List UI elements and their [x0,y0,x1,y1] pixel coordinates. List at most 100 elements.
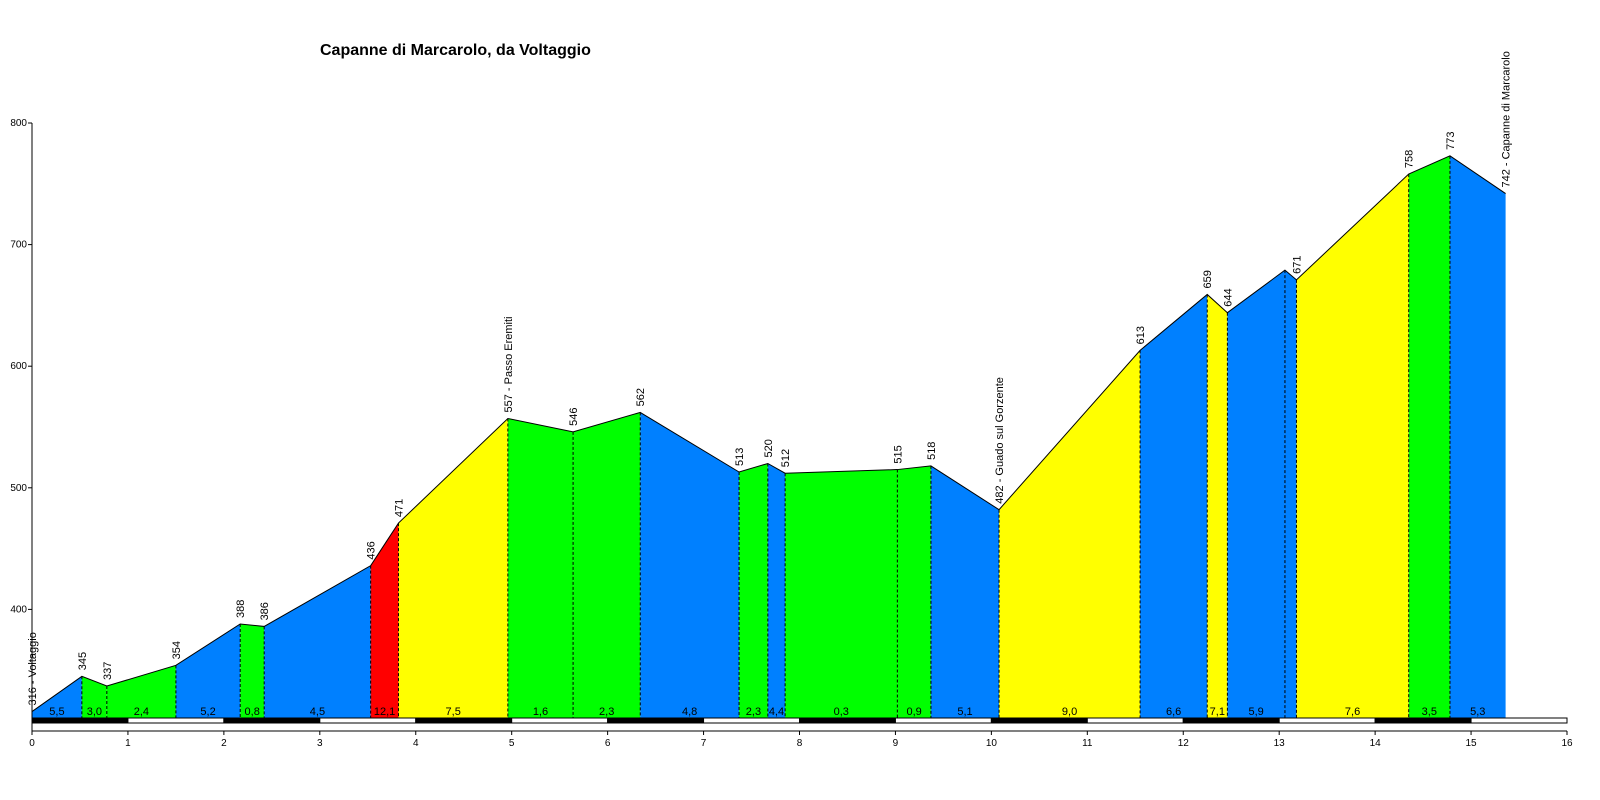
x-tick-label: 10 [986,738,998,749]
gradient-label: 9,0 [1062,706,1077,718]
x-tick-label: 4 [413,738,419,749]
segment-area [106,665,176,718]
x-tick-label: 2 [221,738,227,749]
gradient-label: 5,2 [200,706,215,718]
x-tick-label: 5 [509,738,515,749]
scale-bar-cell [990,717,1088,724]
segment-area [240,623,265,718]
elevation-labels: 316 - Voltaggio 345 337 354 388 386 436 471 557 … [27,51,1513,705]
segment-area [1140,294,1208,718]
elevation-label: 386 [259,602,271,620]
gradient-label: 5,9 [1249,706,1264,718]
x-tick-label: 6 [605,738,611,749]
scale-bar-cell [1374,717,1472,724]
y-tick-label: 600 [10,361,27,372]
scale-bar-cell [1086,717,1184,724]
elevation-label: 513 [734,448,746,466]
x-tick-label: 1 [125,738,131,749]
gradient-label: 5,3 [1470,706,1485,718]
gradient-label: 0,8 [245,706,260,718]
elevation-label: 482 - Guado sul Gorzente [994,377,1006,504]
segment-area [767,463,786,718]
segment-area [507,418,574,718]
segment-area [1449,155,1506,718]
segment-areas [32,155,1506,718]
segment-area [1207,294,1228,718]
elevation-label: 613 [1135,326,1147,344]
elevation-label: 512 [780,449,792,467]
segment-area [1227,270,1285,718]
gradient-label: 6,6 [1166,706,1181,718]
x-tick-label: 9 [893,738,899,749]
elevation-label: 742 - Capanne di Marcarolo [1501,51,1513,187]
segment-area [81,676,107,718]
scale-bar-cell [703,717,800,724]
segment-area [999,350,1141,718]
scale-bar-cell [1278,717,1376,724]
y-tick-label: 800 [10,118,27,129]
scale-bar-cell [127,717,225,724]
gradient-label: 12,1 [374,706,395,718]
elevation-label: 518 [926,442,938,460]
segment-area [1408,155,1450,718]
x-tick-label: 7 [701,738,707,749]
elevation-label: 546 [568,408,580,426]
elevation-label: 345 [77,652,89,670]
segment-area [32,676,82,718]
gradient-label: 4,4 [769,706,784,718]
scale-bar-cell [511,717,609,724]
scale-bar-cell [894,717,992,724]
y-tick-label: 400 [10,604,27,615]
elevation-label: 471 [393,499,405,517]
gradient-labels: 5,5 3,0 2,4 5,2 0,8 4,5 12,1 7,5 1,6 2,3 4,8 2,3 4,4… [49,706,1485,718]
gradient-label: 0,3 [834,706,849,718]
elevation-label: 557 - Passo Eremiti [503,317,515,413]
elevation-label: 388 [235,600,247,618]
elevation-label: 562 [635,388,647,406]
gradient-label: 2,3 [746,706,761,718]
gradient-label: 3,0 [87,706,102,718]
elevation-label: 515 [892,445,904,463]
scale-bar-cell [319,717,417,724]
gradient-label: 4,5 [310,706,325,718]
gradient-label: 3,5 [1422,706,1437,718]
x-tick-label: 12 [1178,738,1190,749]
segment-area [398,418,508,718]
x-tick-label: 16 [1561,738,1573,749]
scale-bar-cell [223,717,321,724]
segment-area [1284,270,1297,718]
gradient-label: 0,9 [906,706,921,718]
scale-bar-cell [607,717,705,724]
segment-area [739,463,768,718]
gradient-label: 4,8 [682,706,697,718]
gradient-label: 1,6 [533,706,548,718]
distance-scale-bar [31,717,1568,724]
elevation-label: 644 [1222,288,1234,306]
gradient-label: 2,3 [599,706,614,718]
elevation-label: 659 [1202,270,1214,288]
y-tick-label: 700 [10,240,27,251]
profile-outline [31,155,1506,718]
segment-area [175,623,241,718]
x-tick-label: 15 [1466,738,1478,749]
elevation-label: 436 [366,541,378,559]
elevation-label: 316 - Voltaggio [27,632,39,705]
elevation-label: 520 [763,439,775,457]
scale-bar-cell [1182,717,1280,724]
gradient-label: 5,1 [957,706,972,718]
scale-bar-cell [31,717,129,724]
x-tick-label: 14 [1370,738,1382,749]
segment-area [640,412,740,718]
segment-area [930,465,1000,718]
gradient-label: 7,6 [1345,706,1360,718]
chart-title: Capanne di Marcarolo, da Voltaggio [320,42,591,59]
elevation-label: 773 [1445,131,1457,149]
x-tick-label: 3 [317,738,323,749]
segment-area [370,523,399,718]
y-tick-label: 500 [10,483,27,494]
elevation-label: 337 [102,662,114,680]
x-tick-label: 8 [797,738,803,749]
segment-area [785,469,898,718]
